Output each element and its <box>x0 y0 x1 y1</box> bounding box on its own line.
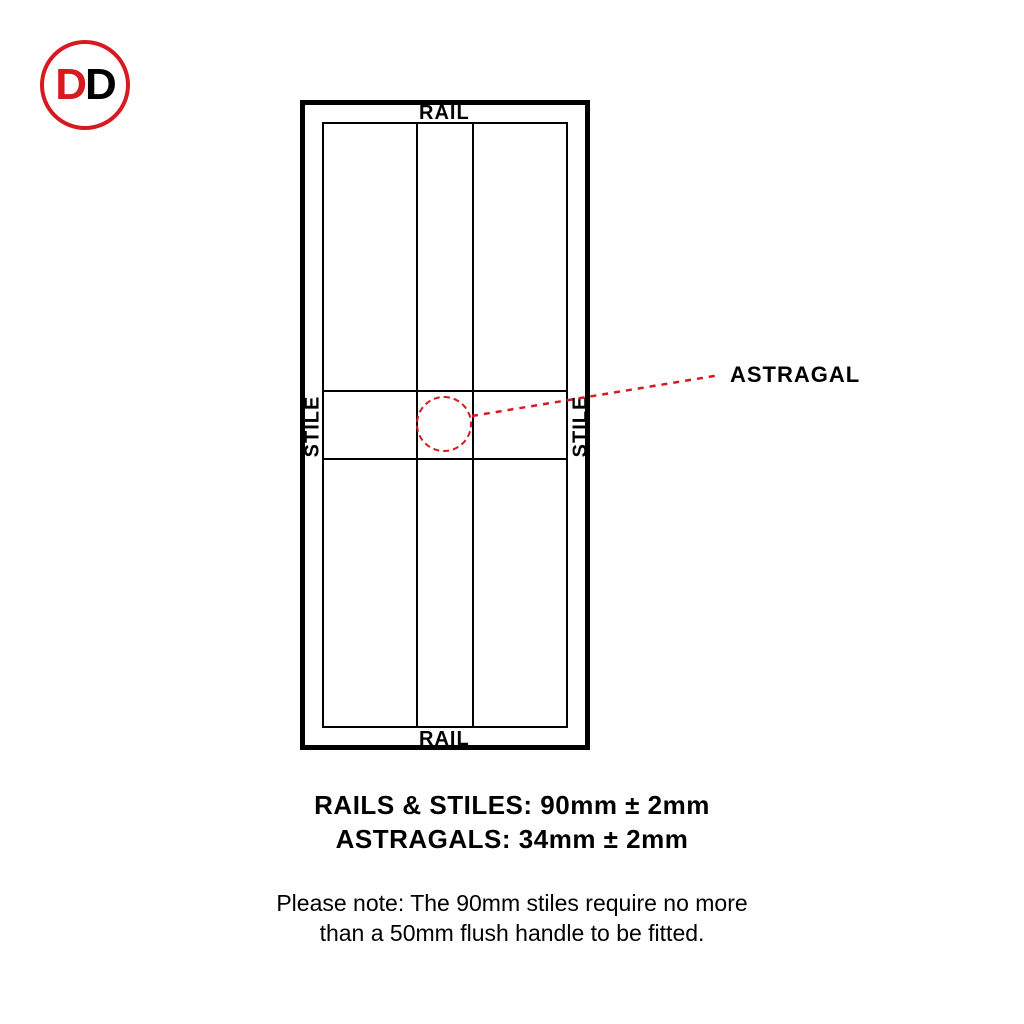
spec-line-2: ASTRAGALS: 34mm ± 2mm <box>0 824 1024 855</box>
note-line-1: Please note: The 90mm stiles require no … <box>0 890 1024 917</box>
leader-line <box>0 0 1024 1024</box>
note-line-2: than a 50mm flush handle to be fitted. <box>0 920 1024 947</box>
spec-line-1: RAILS & STILES: 90mm ± 2mm <box>0 790 1024 821</box>
astragal-callout: ASTRAGAL <box>730 362 860 388</box>
